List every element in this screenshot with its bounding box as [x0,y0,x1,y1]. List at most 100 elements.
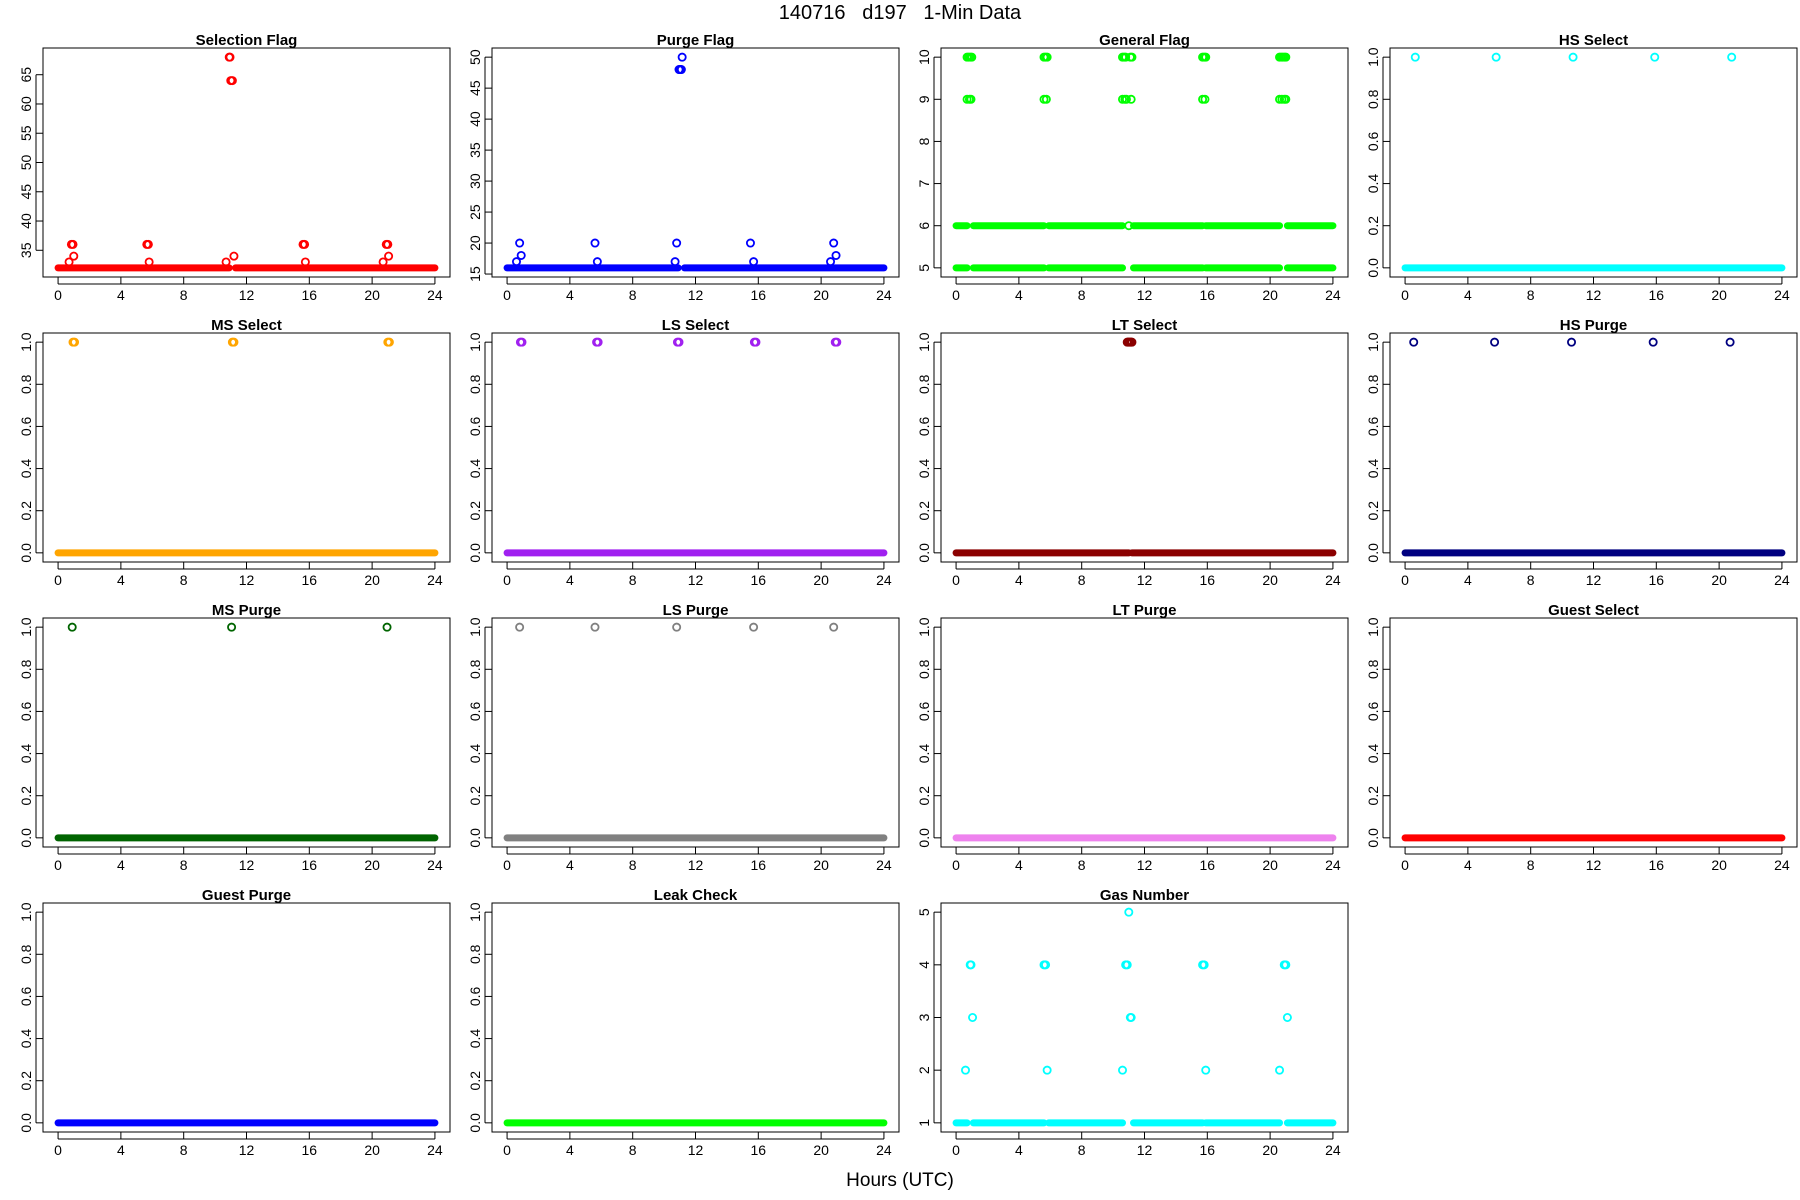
plot-frame [940,332,1349,563]
plot-frame [42,902,451,1133]
x-tick-label: 4 [566,287,574,303]
x-tick-label: 8 [1078,857,1086,873]
data-point [1201,1065,1211,1075]
y-tick-label: 3 [916,1013,932,1021]
data-point [384,251,394,261]
panel: LT Purge 0 4 8 12 16 20 24 0.0 0.2 0.4 0.6 0.8 1.0 [916,602,1349,873]
x-tick-label: 0 [54,857,62,873]
data-point [1281,960,1291,970]
y-tick-label: 5 [916,264,932,272]
y-tick-label: 25 [467,204,483,220]
data-point [829,622,839,632]
x-tick-label: 4 [1015,287,1023,303]
y-tick-label: 50 [467,49,483,65]
x-tick-label: 16 [1649,857,1665,873]
plot-frame [42,617,451,848]
x-tick-label: 16 [302,287,318,303]
data-point [1041,960,1051,970]
x-tick-label: 4 [117,1142,125,1158]
y-tick-label: 0.2 [467,1071,483,1091]
x-tick-label: 16 [302,572,318,588]
y-tick-label: 1.0 [1365,617,1381,637]
data-point [672,238,682,248]
y-tick-label: 35 [467,142,483,158]
x-tick-label: 24 [1325,1142,1341,1158]
plot-frame [940,47,1349,278]
x-tick-label: 0 [1401,287,1409,303]
data-point [1650,52,1660,62]
x-tick-label: 16 [1200,572,1216,588]
x-tick-label: 24 [1325,287,1341,303]
y-tick-label: 6 [916,222,932,230]
x-tick-label: 20 [1711,287,1727,303]
x-tick-label: 12 [1137,1142,1153,1158]
x-tick-label: 4 [1015,1142,1023,1158]
y-tick-label: 0.4 [18,1029,34,1049]
x-tick-label: 0 [1401,572,1409,588]
data-point [966,94,976,104]
data-point [1126,1013,1136,1023]
y-tick-label: 1 [916,1119,932,1127]
y-tick-label: 0.6 [916,701,932,721]
y-tick-label: 1.0 [467,902,483,922]
y-tick-label: 0.4 [467,744,483,764]
x-tick-label: 4 [117,287,125,303]
data-point [968,1013,978,1023]
data-point [1127,52,1137,62]
y-tick-label: 2 [916,1066,932,1074]
y-tick-label: 4 [916,961,932,969]
y-tick-label: 0.2 [18,1071,34,1091]
data-point [517,337,527,347]
x-tick-label: 8 [180,857,188,873]
data-point [670,257,680,267]
x-tick-label: 0 [54,1142,62,1158]
panel-title: MS Purge [212,602,281,619]
x-tick-label: 24 [1774,287,1790,303]
x-tick-label: 16 [1200,857,1216,873]
data-point [225,52,235,62]
panel: LT Select 0 4 8 12 16 20 24 0.0 0.2 0.4 0.6 0.8 1.0 [916,317,1349,588]
x-tick-label: 8 [180,287,188,303]
y-tick-label: 0.0 [467,1113,483,1133]
x-tick-label: 16 [1200,1142,1216,1158]
y-tick-label: 0.6 [467,701,483,721]
data-point [1727,52,1737,62]
plot-frame [491,617,900,848]
x-tick-label: 12 [1586,287,1602,303]
x-tick-label: 16 [1649,287,1665,303]
x-tick-label: 20 [364,287,380,303]
x-tick-label: 4 [566,1142,574,1158]
data-point [960,1065,970,1075]
x-tick-label: 8 [629,572,637,588]
x-tick-label: 20 [1262,1142,1278,1158]
y-tick-label: 0.8 [18,944,34,964]
x-tick-label: 4 [566,857,574,873]
data-point [68,239,78,249]
y-tick-label: 0.2 [1365,216,1381,236]
x-tick-label: 8 [629,857,637,873]
y-tick-label: 0.8 [916,659,932,679]
x-tick-label: 0 [54,287,62,303]
x-tick-label: 4 [1015,857,1023,873]
x-tick-label: 8 [629,287,637,303]
x-tick-label: 24 [1774,572,1790,588]
panel-title: Guest Purge [202,887,291,904]
x-tick-label: 16 [302,857,318,873]
data-point [1567,337,1577,347]
x-tick-label: 12 [1137,572,1153,588]
data-point [300,257,310,267]
panel-title: HS Purge [1560,317,1628,334]
x-tick-label: 12 [1586,572,1602,588]
x-tick-label: 24 [876,1142,892,1158]
panel-title: Selection Flag [196,32,298,49]
y-tick-label: 0.0 [18,543,34,563]
y-tick-label: 50 [18,155,34,171]
data-point [677,52,687,62]
panel: Guest Purge 0 4 8 12 16 20 24 0.0 0.2 0.4 0.6 0.8 1.0 [18,887,451,1158]
y-tick-label: 0.2 [467,786,483,806]
panel-title: HS Select [1559,32,1628,49]
data-point [1201,52,1211,62]
panel: LS Select 0 4 8 12 16 20 24 0.0 0.2 0.4 0.6 0.8 1.0 [467,317,900,588]
x-tick-label: 4 [1464,287,1472,303]
data-point [515,238,525,248]
